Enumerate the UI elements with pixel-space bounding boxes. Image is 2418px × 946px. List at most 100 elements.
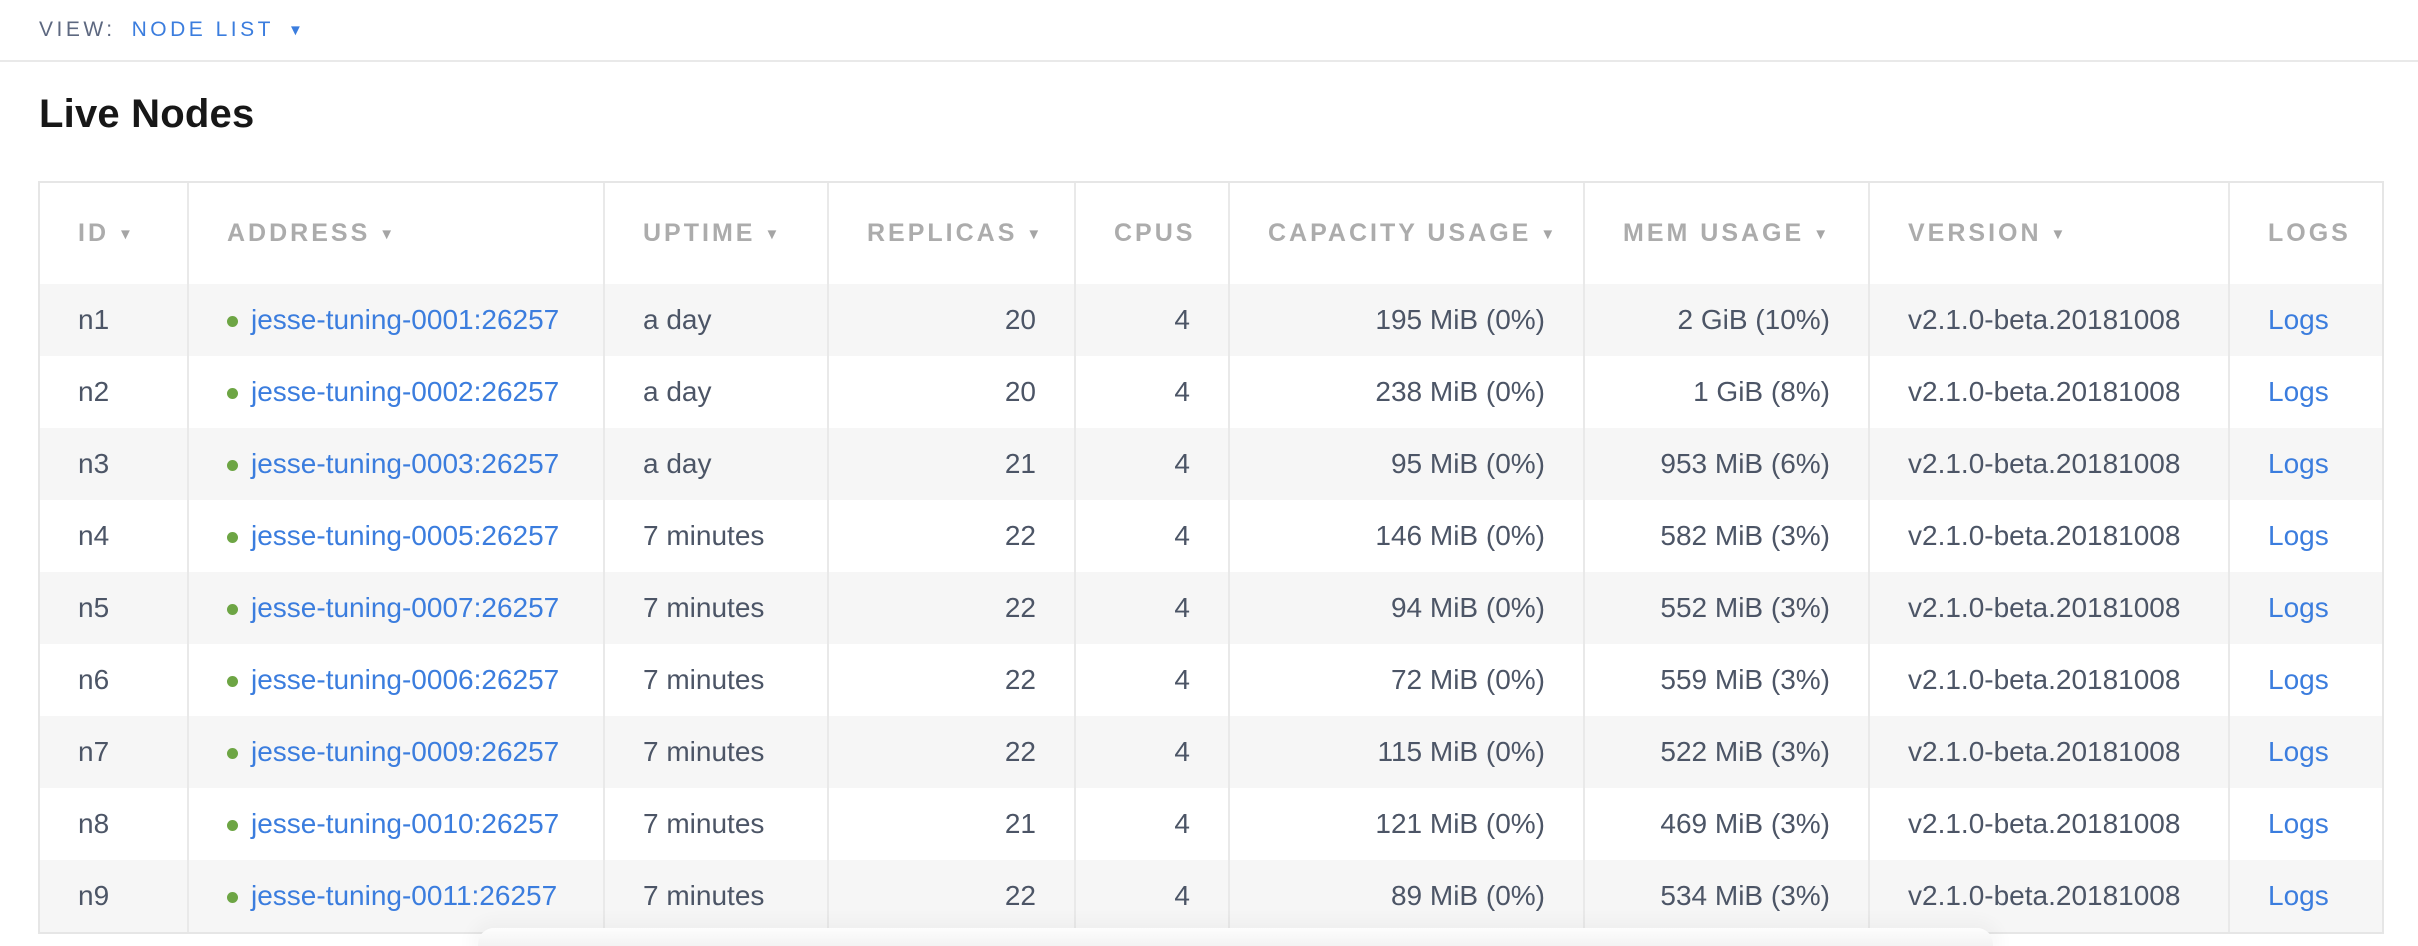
column-header-replicas[interactable]: REPLICAS ▼	[827, 183, 1074, 284]
cell-capacity-usage: 89 MiB (0%)	[1228, 860, 1583, 932]
address-link[interactable]: jesse-tuning-0001:26257	[251, 304, 560, 335]
table-row: n8 jesse-tuning-0010:26257 7 minutes 21 4 121…	[40, 788, 2382, 860]
cell-uptime: 7 minutes	[603, 500, 827, 572]
cell-mem-usage: 552 MiB (3%)	[1583, 572, 1868, 644]
cell-node-id: n5	[40, 572, 187, 644]
live-status-dot-icon	[227, 676, 238, 687]
cell-capacity-usage: 121 MiB (0%)	[1228, 788, 1583, 860]
cell-mem-usage: 953 MiB (6%)	[1583, 428, 1868, 500]
cell-cpus: 4	[1074, 716, 1228, 788]
live-status-dot-icon	[227, 820, 238, 831]
live-status-dot-icon	[227, 316, 238, 327]
column-header-id[interactable]: ID ▼	[40, 183, 187, 284]
cell-replicas: 22	[827, 644, 1074, 716]
cell-logs: Logs	[2228, 284, 2382, 356]
cell-address: jesse-tuning-0005:26257	[187, 500, 603, 572]
cell-version: v2.1.0-beta.20181008	[1868, 572, 2228, 644]
logs-link[interactable]: Logs	[2268, 736, 2329, 767]
logs-link[interactable]: Logs	[2268, 880, 2329, 911]
cell-replicas: 20	[827, 356, 1074, 428]
table-row: n4 jesse-tuning-0005:26257 7 minutes 22 4 146…	[40, 500, 2382, 572]
cell-replicas: 22	[827, 500, 1074, 572]
table-row: n6 jesse-tuning-0006:26257 7 minutes 22 4 72 …	[40, 644, 2382, 716]
address-link[interactable]: jesse-tuning-0009:26257	[251, 736, 560, 767]
column-header-uptime[interactable]: UPTIME ▼	[603, 183, 827, 284]
table-body: n1 jesse-tuning-0001:26257 a day 20 4 195 MiB…	[40, 284, 2382, 932]
cell-address: jesse-tuning-0001:26257	[187, 284, 603, 356]
address-link[interactable]: jesse-tuning-0002:26257	[251, 376, 560, 407]
column-header-capacity-usage[interactable]: CAPACITY USAGE ▼	[1228, 183, 1583, 284]
cell-cpus: 4	[1074, 572, 1228, 644]
table-header-row: ID ▼ ADDRESS ▼ UPTIME ▼ REPLICAS ▼ CPUS CAPA…	[40, 183, 2382, 284]
cell-uptime: 7 minutes	[603, 572, 827, 644]
cell-mem-usage: 534 MiB (3%)	[1583, 860, 1868, 932]
logs-link[interactable]: Logs	[2268, 592, 2329, 623]
cell-capacity-usage: 238 MiB (0%)	[1228, 356, 1583, 428]
table-row: n7 jesse-tuning-0009:26257 7 minutes 22 4 115…	[40, 716, 2382, 788]
dropdown-caret-icon: ▼	[287, 21, 303, 39]
live-nodes-table: ID ▼ ADDRESS ▼ UPTIME ▼ REPLICAS ▼ CPUS CAPA…	[38, 181, 2384, 934]
cell-replicas: 21	[827, 428, 1074, 500]
cell-mem-usage: 559 MiB (3%)	[1583, 644, 1868, 716]
logs-link[interactable]: Logs	[2268, 664, 2329, 695]
cell-version: v2.1.0-beta.20181008	[1868, 500, 2228, 572]
logs-link[interactable]: Logs	[2268, 520, 2329, 551]
column-header-version[interactable]: VERSION ▼	[1868, 183, 2228, 284]
cell-logs: Logs	[2228, 500, 2382, 572]
cell-mem-usage: 2 GiB (10%)	[1583, 284, 1868, 356]
cell-capacity-usage: 146 MiB (0%)	[1228, 500, 1583, 572]
cell-uptime: a day	[603, 284, 827, 356]
cell-address: jesse-tuning-0006:26257	[187, 644, 603, 716]
address-link[interactable]: jesse-tuning-0005:26257	[251, 520, 560, 551]
cell-replicas: 21	[827, 788, 1074, 860]
cell-node-id: n6	[40, 644, 187, 716]
cell-logs: Logs	[2228, 356, 2382, 428]
cell-node-id: n2	[40, 356, 187, 428]
table-row: n1 jesse-tuning-0001:26257 a day 20 4 195 MiB…	[40, 284, 2382, 356]
sort-caret-icon: ▼	[1540, 226, 1559, 243]
cell-version: v2.1.0-beta.20181008	[1868, 788, 2228, 860]
logs-link[interactable]: Logs	[2268, 304, 2329, 335]
column-header-cpus: CPUS	[1074, 183, 1228, 284]
logs-link[interactable]: Logs	[2268, 448, 2329, 479]
cell-logs: Logs	[2228, 572, 2382, 644]
cell-version: v2.1.0-beta.20181008	[1868, 716, 2228, 788]
cell-cpus: 4	[1074, 428, 1228, 500]
table-row: n5 jesse-tuning-0007:26257 7 minutes 22 4 94 …	[40, 572, 2382, 644]
cell-replicas: 22	[827, 716, 1074, 788]
address-link[interactable]: jesse-tuning-0006:26257	[251, 664, 560, 695]
logs-link[interactable]: Logs	[2268, 376, 2329, 407]
cell-capacity-usage: 95 MiB (0%)	[1228, 428, 1583, 500]
cell-mem-usage: 1 GiB (8%)	[1583, 356, 1868, 428]
cell-version: v2.1.0-beta.20181008	[1868, 284, 2228, 356]
cell-node-id: n9	[40, 860, 187, 932]
address-link[interactable]: jesse-tuning-0007:26257	[251, 592, 560, 623]
column-header-mem-usage[interactable]: MEM USAGE ▼	[1583, 183, 1868, 284]
address-link[interactable]: jesse-tuning-0003:26257	[251, 448, 560, 479]
cell-cpus: 4	[1074, 860, 1228, 932]
cell-version: v2.1.0-beta.20181008	[1868, 644, 2228, 716]
address-link[interactable]: jesse-tuning-0010:26257	[251, 808, 560, 839]
column-header-label: UPTIME	[643, 219, 756, 247]
column-header-label: ADDRESS	[227, 219, 371, 247]
cell-node-id: n1	[40, 284, 187, 356]
cell-cpus: 4	[1074, 500, 1228, 572]
cell-version: v2.1.0-beta.20181008	[1868, 428, 2228, 500]
cell-mem-usage: 469 MiB (3%)	[1583, 788, 1868, 860]
live-status-dot-icon	[227, 892, 238, 903]
column-header-address[interactable]: ADDRESS ▼	[187, 183, 603, 284]
view-dropdown[interactable]: NODE LIST ▼	[132, 18, 303, 42]
sort-caret-icon: ▼	[1813, 226, 1832, 243]
logs-link[interactable]: Logs	[2268, 808, 2329, 839]
cell-version: v2.1.0-beta.20181008	[1868, 356, 2228, 428]
address-link[interactable]: jesse-tuning-0011:26257	[251, 880, 558, 911]
below-fold-shadow	[478, 928, 1993, 946]
cell-address: jesse-tuning-0007:26257	[187, 572, 603, 644]
cell-logs: Logs	[2228, 428, 2382, 500]
cell-mem-usage: 582 MiB (3%)	[1583, 500, 1868, 572]
cell-address: jesse-tuning-0011:26257	[187, 860, 603, 932]
sort-caret-icon: ▼	[379, 226, 398, 243]
cell-logs: Logs	[2228, 644, 2382, 716]
table-row: n3 jesse-tuning-0003:26257 a day 21 4 95 MiB …	[40, 428, 2382, 500]
